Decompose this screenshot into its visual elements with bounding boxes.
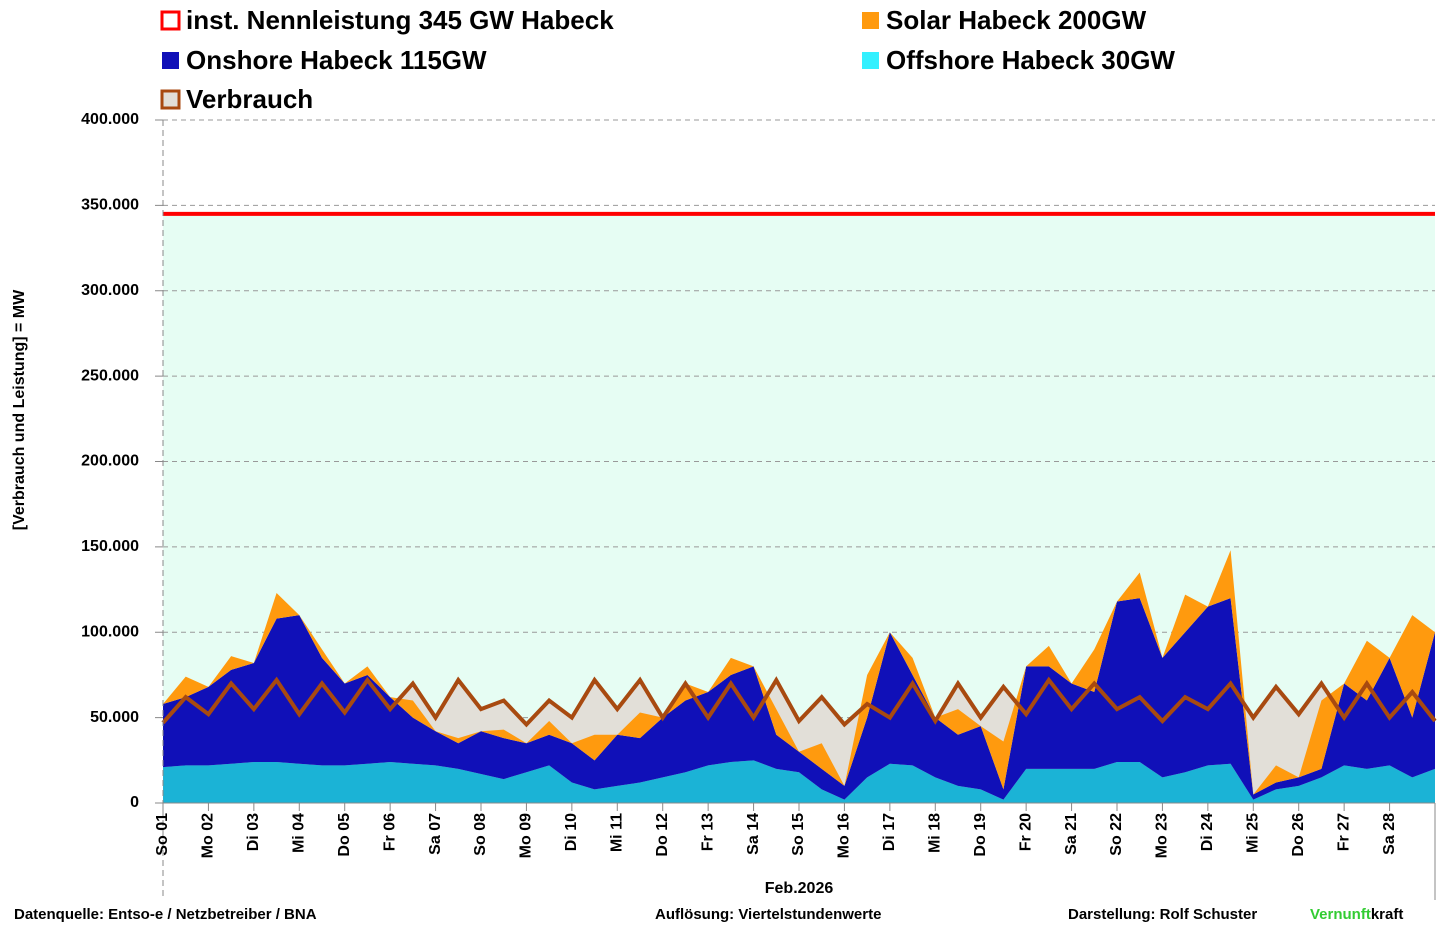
area-series (163, 760, 1435, 803)
x-tick-label: Sa 28 (1381, 813, 1398, 855)
x-tick-label: Mo 23 (1154, 813, 1171, 858)
x-tick-label: So 22 (1108, 813, 1125, 856)
x-tick-label: Sa 07 (427, 813, 444, 855)
y-tick-label: 100.000 (81, 623, 139, 640)
x-tick-label: Mi 18 (927, 813, 944, 853)
footer-brand: Vernunftkraft (1310, 906, 1403, 923)
legend-marker (162, 52, 179, 69)
footer-source: Datenquelle: Entso-e / Netzbetreiber / B… (14, 906, 317, 923)
legend-marker (160, 10, 181, 31)
x-tick-label: Fr 13 (699, 813, 716, 851)
x-tick-label: So 15 (790, 813, 807, 856)
footer-author: Darstellung: Rolf Schuster (1068, 906, 1257, 923)
x-tick-label: So 08 (472, 813, 489, 856)
x-tick-label: Di 03 (245, 813, 262, 851)
legend-marker (160, 89, 181, 110)
x-tick-label: Mi 11 (609, 813, 626, 852)
legend-label: Offshore Habeck 30GW (886, 45, 1175, 75)
y-tick-label: 0 (130, 794, 139, 811)
y-tick-label: 50.000 (90, 709, 139, 726)
y-tick-label: 400.000 (81, 111, 139, 128)
x-tick-label: Di 10 (563, 813, 580, 851)
y-tick-label: 200.000 (81, 453, 139, 470)
x-tick-label: Di 24 (1199, 813, 1216, 851)
x-tick-label: Mo 16 (836, 813, 853, 858)
footer-resolution: Auflösung: Viertelstundenwerte (655, 906, 881, 923)
legend-label: inst. Nennleistung 345 GW Habeck (186, 5, 614, 35)
x-tick-label: Do 19 (972, 813, 989, 857)
y-tick-label: 150.000 (81, 538, 139, 555)
y-tick-label: 350.000 (81, 197, 139, 214)
x-tick-label: Fr 06 (381, 813, 398, 851)
x-tick-label: Fr 20 (1017, 813, 1034, 851)
x-tick-label: Mo 09 (518, 813, 535, 858)
x-tick-label: Mi 25 (1245, 813, 1262, 853)
x-tick-label: Do 05 (336, 813, 353, 857)
consumption-line (161, 676, 1437, 728)
legend-label: Verbrauch (186, 84, 313, 114)
x-tick-label: Do 26 (1290, 813, 1307, 857)
legend-label: Onshore Habeck 115GW (186, 45, 487, 75)
x-tick-label: So 01 (154, 813, 171, 856)
x-tick-label: Mo 02 (200, 813, 217, 858)
y-tick-label: 300.000 (81, 282, 139, 299)
x-tick-label: Fr 27 (1335, 813, 1352, 851)
x-tick-label: Sa 21 (1063, 813, 1080, 855)
brand-green: Vernunft (1310, 906, 1371, 923)
y-tick-label: 250.000 (81, 367, 139, 384)
x-axis-label: Feb.2026 (765, 880, 834, 897)
x-tick-label: Mi 04 (291, 813, 308, 853)
area-series (163, 550, 1435, 795)
legend-marker (862, 12, 879, 29)
y-axis-label: [Verbrauch und Leistung] = MW (11, 289, 28, 530)
x-tick-label: Do 12 (654, 813, 671, 857)
legend-label: Solar Habeck 200GW (886, 5, 1147, 35)
x-tick-label: Sa 14 (745, 813, 762, 855)
legend-marker (862, 52, 879, 69)
x-tick-label: Di 17 (881, 813, 898, 851)
brand-rest: kraft (1371, 906, 1404, 923)
area-series (163, 598, 1435, 800)
